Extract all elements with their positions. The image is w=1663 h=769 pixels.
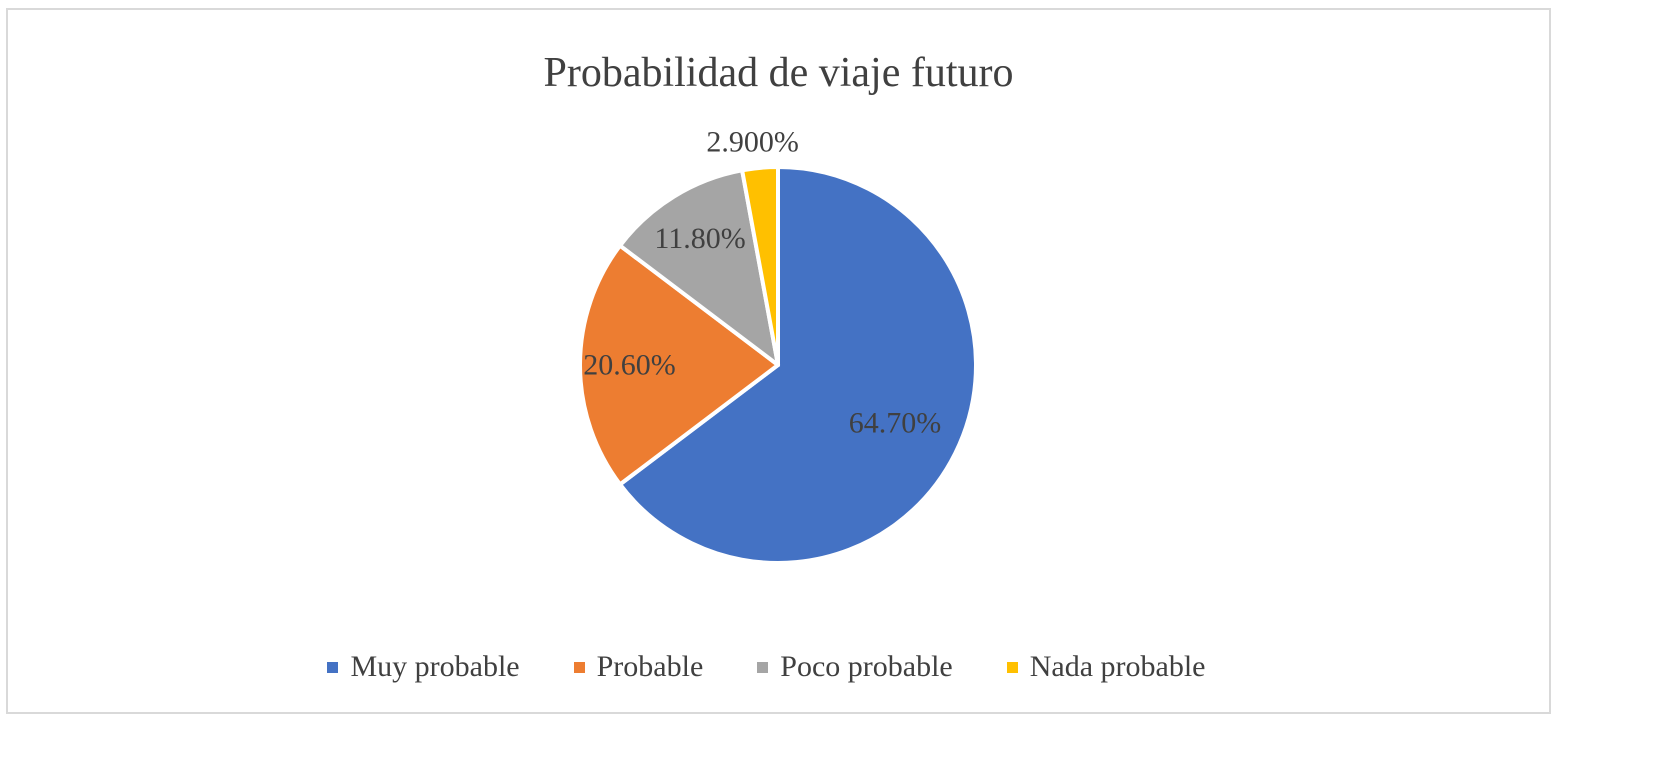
legend-item-probable: Probable	[573, 650, 704, 684]
legend-label-probable: Probable	[596, 650, 704, 683]
legend-label-muy-probable: Muy probable	[350, 650, 520, 683]
legend-item-muy-probable: Muy probable	[327, 650, 520, 684]
legend-swatch-poco-probable	[757, 661, 769, 673]
data-label-poco-probable: 11.80%	[654, 222, 745, 255]
pie-slice-muy-probable	[618, 165, 978, 565]
legend-swatch-nada-probable	[1006, 661, 1018, 673]
pie-chart: 64.70% 20.60% 11.80% 2.900%	[578, 126, 978, 565]
pie-slice-poco-probable	[618, 168, 780, 367]
chart-title: Probabilidad de viaje futuro	[543, 50, 1014, 96]
pie-slice-probable	[578, 243, 780, 487]
pie-slice-nada-probable	[740, 165, 780, 367]
legend-label-nada-probable: Nada probable	[1029, 650, 1206, 683]
legend-label-poco-probable: Poco probable	[780, 650, 953, 683]
legend-item-poco-probable: Poco probable	[757, 650, 953, 684]
data-label-muy-probable: 64.70%	[849, 407, 942, 440]
chart-legend: Muy probable Probable Poco probable Nada…	[0, 650, 1537, 684]
legend-swatch-probable	[573, 661, 585, 673]
data-label-probable: 20.60%	[583, 349, 676, 382]
legend-item-nada-probable: Nada probable	[1006, 650, 1206, 684]
chart-frame: Probabilidad de viaje futuro 64.70% 20.60…	[6, 8, 1551, 714]
data-label-nada-probable: 2.900%	[706, 126, 799, 159]
legend-swatch-muy-probable	[327, 661, 339, 673]
